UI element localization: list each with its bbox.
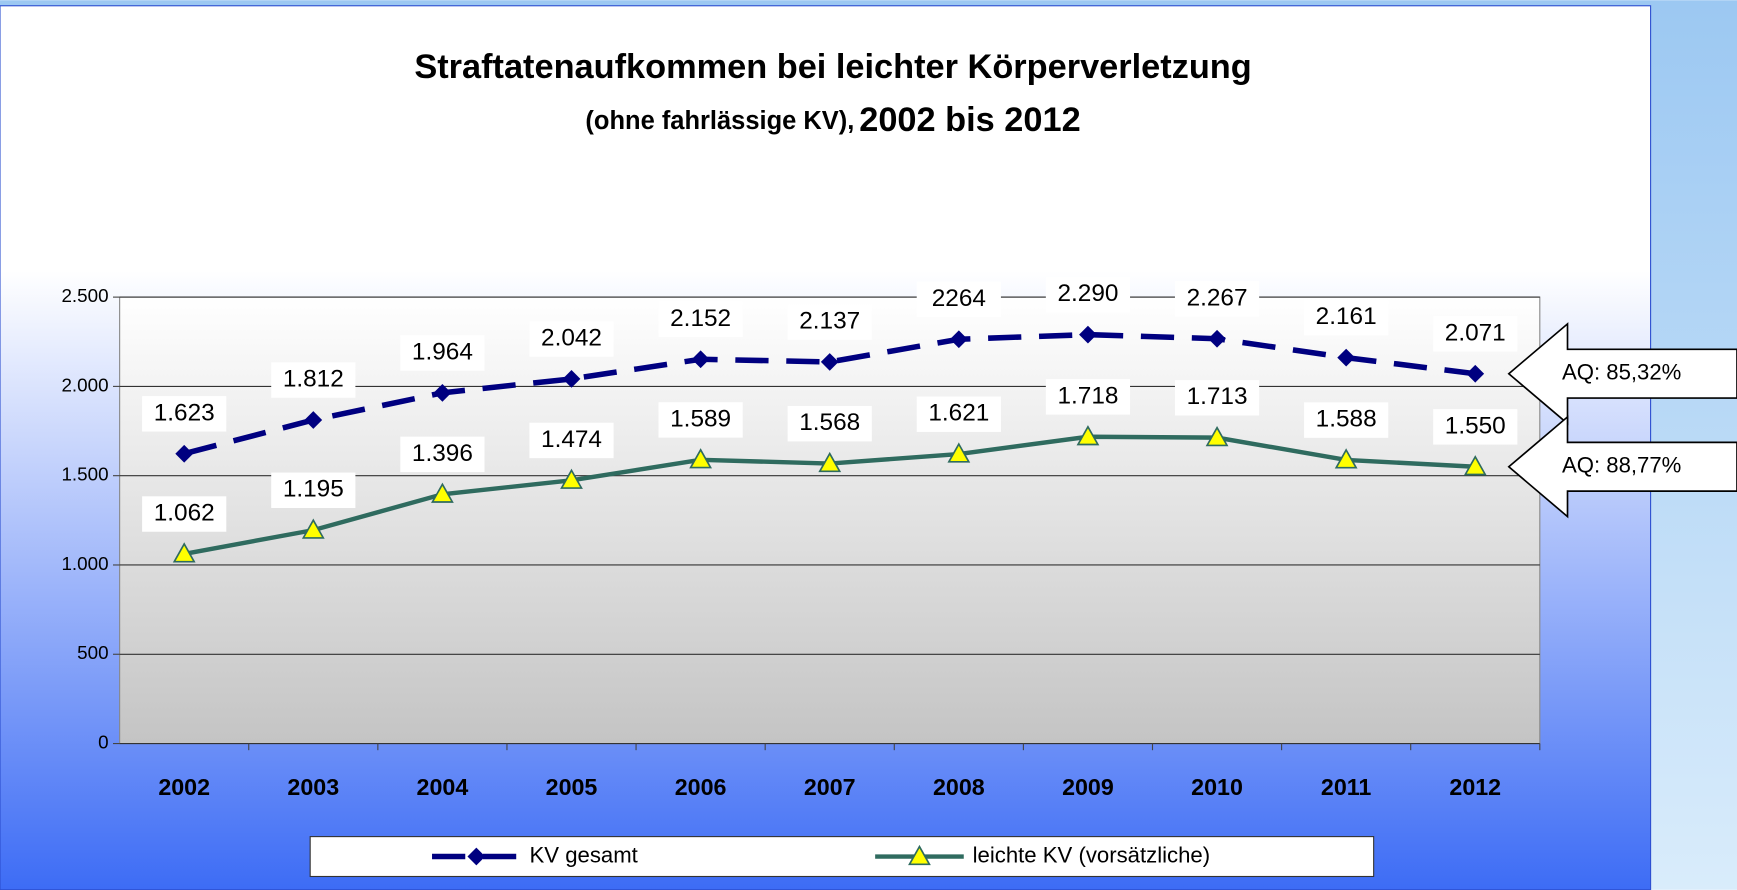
x-tick-label: 2009 <box>1062 774 1114 800</box>
subtitle-part: 2002 bis 2012 <box>859 101 1080 139</box>
data-label: 2.290 <box>1057 280 1118 307</box>
data-label: 1.062 <box>154 499 215 526</box>
data-point <box>1208 329 1226 348</box>
legend-marker <box>908 844 931 866</box>
y-tick-label: 1.500 <box>61 464 108 485</box>
data-label: 2.042 <box>541 324 602 351</box>
data-label-bg <box>1045 379 1131 415</box>
data-label-bg <box>400 436 485 473</box>
data-label: 2.137 <box>799 307 860 334</box>
legend-label: KV gesamt <box>530 842 638 867</box>
data-point <box>562 370 581 388</box>
data-label: 1.568 <box>799 409 860 436</box>
x-tick-label: 2004 <box>417 774 469 800</box>
data-label: 1.964 <box>412 338 473 365</box>
data-label-bg <box>787 405 872 442</box>
data-label: 1.621 <box>928 400 989 427</box>
data-label-bg <box>529 422 614 459</box>
data-label-bg <box>658 301 743 338</box>
data-point <box>304 411 323 429</box>
data-point <box>433 383 452 402</box>
data-label-bg <box>1433 316 1518 352</box>
legend-marker <box>467 847 486 866</box>
y-tick-label: 1.000 <box>61 553 108 574</box>
data-label: 1.718 <box>1057 382 1118 409</box>
data-label-bg <box>142 396 227 432</box>
data-point <box>818 451 842 473</box>
data-label: 2264 <box>932 285 986 312</box>
data-label: 1.550 <box>1445 412 1506 439</box>
y-tick-label: 2.000 <box>61 374 108 395</box>
data-label-bg <box>1174 281 1260 317</box>
data-label-bg <box>529 321 614 357</box>
data-point <box>301 518 325 539</box>
x-tick-label: 2008 <box>933 774 985 800</box>
data-label-bg <box>1045 277 1131 313</box>
data-point <box>1337 348 1356 367</box>
data-point <box>1079 325 1097 344</box>
data-label-bg <box>1174 380 1260 416</box>
data-label-bg <box>916 396 1001 432</box>
data-point <box>431 482 454 503</box>
data-label: 2.071 <box>1445 319 1506 346</box>
chart-subtitle: (ohne fahrlässige KV), 2002 bis 2012 <box>585 101 1080 139</box>
data-point <box>1205 425 1229 447</box>
data-point <box>1466 364 1485 383</box>
subtitle-part: (ohne fahrlässige KV), <box>585 107 854 135</box>
x-tick-label: 2002 <box>158 774 210 800</box>
annotation: AQ: 88,77% <box>1562 453 1681 478</box>
x-tick-label: 2007 <box>804 774 856 800</box>
data-label-bg <box>916 281 1001 318</box>
legend-label: leichte KV (vorsätzliche) <box>973 842 1210 867</box>
data-label-bg <box>271 362 356 398</box>
x-tick-label: 2012 <box>1449 774 1501 800</box>
data-label-bg <box>1304 402 1389 438</box>
data-point <box>175 444 194 463</box>
y-tick-label: 2.500 <box>61 285 108 306</box>
data-label-bg <box>1304 300 1389 336</box>
data-label-bg <box>658 402 743 438</box>
y-tick-label: 0 <box>98 732 108 753</box>
data-point <box>689 448 713 469</box>
data-label: 1.588 <box>1316 406 1377 433</box>
data-label-bg <box>142 496 227 532</box>
data-label: 2.152 <box>670 305 731 332</box>
x-tick-label: 2005 <box>546 774 598 800</box>
data-label-bg <box>787 304 872 340</box>
data-label: 1.474 <box>541 426 602 453</box>
data-label-bg <box>271 472 356 508</box>
data-point <box>172 542 196 563</box>
data-label: 1.195 <box>283 476 344 503</box>
data-label: 1.623 <box>154 399 215 426</box>
x-tick-label: 2003 <box>287 774 339 800</box>
data-point <box>1334 448 1358 469</box>
data-point <box>560 468 583 489</box>
x-tick-label: 2006 <box>675 774 727 800</box>
y-tick-label: 500 <box>77 642 108 663</box>
data-label: 1.713 <box>1187 383 1248 410</box>
data-point <box>1463 455 1487 476</box>
data-label: 2.161 <box>1316 303 1377 330</box>
data-point <box>1076 425 1100 446</box>
data-label: 1.396 <box>412 440 473 467</box>
data-point <box>947 442 971 463</box>
data-label: 1.812 <box>283 366 344 393</box>
data-label: 1.589 <box>670 405 731 432</box>
chart-title: Straftatenaufkommen bei leichter Körperv… <box>414 48 1251 86</box>
data-label: 2.267 <box>1187 284 1248 311</box>
data-label-bg <box>400 335 485 371</box>
annotation: AQ: 85,32% <box>1562 360 1681 385</box>
x-tick-label: 2010 <box>1191 774 1243 800</box>
series-line <box>183 331 1476 457</box>
x-tick-label: 2011 <box>1321 774 1372 800</box>
data-label-bg <box>1433 409 1518 445</box>
